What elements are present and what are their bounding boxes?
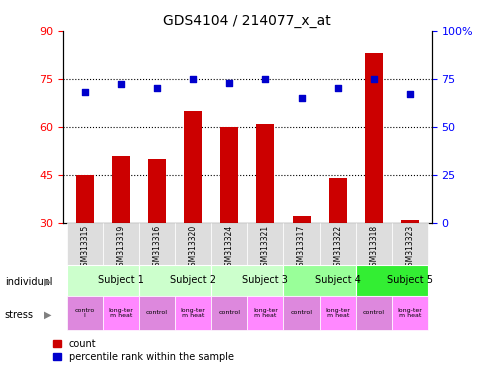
Point: [117, 81, 124, 88]
Text: ▶: ▶: [44, 277, 51, 287]
Text: control: control: [218, 310, 240, 316]
Bar: [66, 223, 103, 265]
Text: GSM313323: GSM313323: [405, 225, 414, 271]
Text: Subject 4: Subject 4: [314, 275, 360, 285]
Text: control: control: [146, 310, 167, 316]
Text: Subject 2: Subject 2: [170, 275, 216, 285]
Point: [225, 79, 233, 86]
Bar: [400, 220, 418, 223]
Legend: count, percentile rank within the sample: count, percentile rank within the sample: [53, 339, 233, 362]
Text: stress: stress: [5, 310, 34, 320]
Text: GSM313324: GSM313324: [224, 225, 233, 271]
Text: control: control: [362, 310, 384, 316]
Point: [333, 85, 341, 91]
Text: GSM313316: GSM313316: [152, 225, 161, 271]
Bar: [112, 156, 130, 223]
Bar: [138, 223, 175, 265]
Text: GSM313320: GSM313320: [188, 225, 197, 271]
Text: Subject 3: Subject 3: [242, 275, 288, 285]
Point: [297, 95, 305, 101]
Point: [189, 76, 197, 82]
Text: ▶: ▶: [44, 310, 51, 320]
Bar: [247, 296, 283, 330]
Bar: [211, 296, 247, 330]
Text: Subject 1: Subject 1: [98, 275, 144, 285]
Bar: [355, 296, 391, 330]
Bar: [175, 223, 211, 265]
Bar: [328, 178, 346, 223]
Text: GSM313315: GSM313315: [80, 225, 89, 271]
Bar: [138, 265, 211, 296]
Text: GSM313318: GSM313318: [369, 225, 378, 271]
Text: long-ter
m heat: long-ter m heat: [397, 308, 422, 318]
Bar: [148, 159, 166, 223]
Text: GSM313321: GSM313321: [260, 225, 270, 271]
Bar: [391, 223, 427, 265]
Point: [153, 85, 161, 91]
Point: [261, 76, 269, 82]
Bar: [256, 124, 274, 223]
Bar: [292, 216, 310, 223]
Bar: [138, 296, 175, 330]
Text: Subject 5: Subject 5: [386, 275, 432, 285]
Text: long-ter
m heat: long-ter m heat: [325, 308, 349, 318]
Text: contro
l: contro l: [75, 308, 95, 318]
Point: [405, 91, 413, 97]
Text: GSM313317: GSM313317: [296, 225, 305, 271]
Text: GSM313319: GSM313319: [116, 225, 125, 271]
Bar: [175, 296, 211, 330]
Point: [81, 89, 89, 95]
Bar: [364, 53, 382, 223]
Title: GDS4104 / 214077_x_at: GDS4104 / 214077_x_at: [163, 14, 331, 28]
Bar: [319, 296, 355, 330]
Bar: [211, 265, 283, 296]
Text: control: control: [290, 310, 312, 316]
Bar: [283, 296, 319, 330]
Bar: [76, 175, 93, 223]
Bar: [211, 223, 247, 265]
Bar: [247, 223, 283, 265]
Text: GSM313322: GSM313322: [333, 225, 342, 271]
Bar: [184, 111, 202, 223]
Text: long-ter
m heat: long-ter m heat: [108, 308, 133, 318]
Bar: [391, 296, 427, 330]
Text: individual: individual: [5, 277, 52, 287]
Bar: [66, 296, 103, 330]
Point: [369, 76, 377, 82]
Bar: [283, 265, 355, 296]
Text: long-ter
m heat: long-ter m heat: [253, 308, 277, 318]
Bar: [103, 296, 138, 330]
Bar: [220, 127, 238, 223]
Bar: [66, 265, 138, 296]
Bar: [319, 223, 355, 265]
Bar: [103, 223, 138, 265]
Bar: [283, 223, 319, 265]
Bar: [355, 223, 391, 265]
Bar: [355, 265, 427, 296]
Text: long-ter
m heat: long-ter m heat: [181, 308, 205, 318]
